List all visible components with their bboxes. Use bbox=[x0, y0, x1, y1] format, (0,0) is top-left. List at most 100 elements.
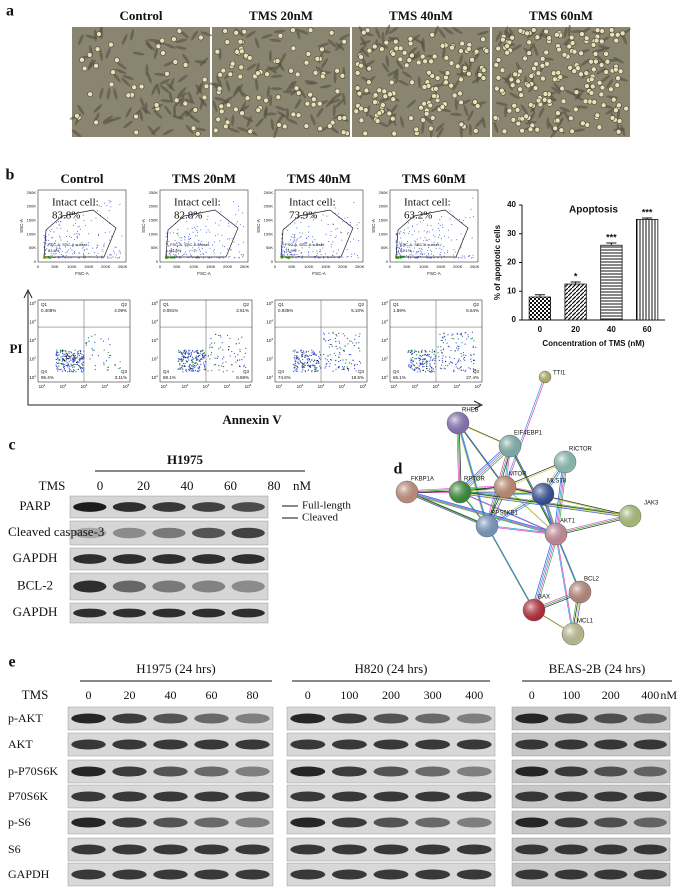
event-dot bbox=[338, 366, 339, 367]
quadrant-value: 0.091% bbox=[163, 308, 178, 313]
event-dot bbox=[238, 210, 239, 211]
round-cell bbox=[584, 71, 589, 76]
event-dot bbox=[198, 356, 199, 357]
event-dot bbox=[73, 355, 74, 356]
round-cell bbox=[126, 93, 131, 98]
event-dot bbox=[346, 359, 347, 360]
band bbox=[374, 844, 409, 854]
event-dot bbox=[332, 332, 333, 333]
event-dot bbox=[473, 354, 474, 355]
round-cell bbox=[223, 28, 228, 33]
event-dot bbox=[464, 360, 465, 361]
event-dot bbox=[332, 241, 333, 242]
event-dot bbox=[243, 242, 244, 243]
event-dot bbox=[239, 359, 240, 360]
event-dot bbox=[201, 350, 202, 351]
event-dot bbox=[351, 363, 352, 364]
band bbox=[290, 739, 325, 749]
event-dot bbox=[54, 253, 55, 254]
log-tick-label: 101 bbox=[266, 374, 273, 380]
event-dot bbox=[190, 254, 191, 255]
event-dot bbox=[417, 257, 418, 258]
event-dot bbox=[57, 367, 58, 368]
event-dot bbox=[323, 257, 324, 258]
band bbox=[555, 844, 588, 854]
round-cell bbox=[536, 71, 541, 76]
event-dot bbox=[431, 251, 432, 252]
event-dot bbox=[397, 251, 398, 252]
log-exponent: 1 bbox=[281, 383, 283, 387]
event-dot bbox=[86, 249, 87, 250]
event-dot bbox=[470, 355, 471, 356]
dose-label: 0 bbox=[97, 478, 104, 493]
event-dot bbox=[209, 347, 210, 348]
event-dot bbox=[429, 232, 430, 233]
event-dot bbox=[211, 370, 212, 371]
event-dot bbox=[446, 342, 447, 343]
event-dot bbox=[337, 348, 338, 349]
event-dot bbox=[429, 239, 430, 240]
quadrant-name: Q1 bbox=[393, 302, 400, 307]
event-dot bbox=[342, 369, 343, 370]
round-cell bbox=[398, 57, 403, 62]
round-cell bbox=[610, 115, 615, 120]
band bbox=[415, 791, 450, 801]
event-dot bbox=[65, 351, 66, 352]
event-dot bbox=[69, 369, 70, 370]
event-dot bbox=[65, 257, 66, 258]
event-dot bbox=[114, 252, 115, 253]
tick-label: 200K bbox=[453, 264, 463, 269]
round-cell bbox=[265, 72, 270, 77]
round-cell bbox=[234, 30, 239, 35]
round-cell bbox=[414, 127, 419, 132]
event-dot bbox=[330, 344, 331, 345]
event-dot bbox=[59, 225, 60, 226]
band bbox=[235, 766, 269, 776]
event-dot bbox=[316, 251, 317, 252]
event-dot bbox=[408, 256, 409, 257]
event-dot bbox=[459, 219, 460, 220]
event-dot bbox=[304, 357, 305, 358]
event-dot bbox=[326, 363, 327, 364]
round-cell bbox=[496, 57, 501, 62]
group-title: H820 (24 hrs) bbox=[355, 661, 428, 676]
event-dot bbox=[341, 240, 342, 241]
event-dot bbox=[236, 343, 237, 344]
event-dot bbox=[316, 367, 317, 368]
band bbox=[194, 817, 228, 827]
event-dot bbox=[299, 358, 300, 359]
log-tick-label: 102 bbox=[60, 383, 67, 389]
event-dot bbox=[80, 350, 81, 351]
row-label: GAPDH bbox=[13, 550, 58, 565]
event-dot bbox=[302, 233, 303, 234]
round-cell bbox=[320, 47, 325, 52]
round-cell bbox=[608, 87, 613, 92]
event-dot bbox=[431, 370, 432, 371]
event-dot bbox=[198, 240, 199, 241]
round-cell bbox=[529, 73, 534, 78]
event-dot bbox=[412, 234, 413, 235]
event-dot bbox=[69, 366, 70, 367]
event-dot bbox=[335, 364, 336, 365]
event-dot bbox=[78, 369, 79, 370]
event-dot bbox=[461, 355, 462, 356]
event-dot bbox=[441, 365, 442, 366]
event-dot bbox=[64, 369, 65, 370]
round-cell bbox=[306, 51, 311, 56]
event-dot bbox=[70, 358, 71, 359]
event-dot bbox=[309, 358, 310, 359]
event-dot bbox=[184, 253, 185, 254]
event-dot bbox=[102, 251, 103, 252]
event-dot bbox=[442, 361, 443, 362]
event-dot bbox=[77, 351, 78, 352]
round-cell bbox=[290, 28, 295, 33]
event-dot bbox=[80, 229, 81, 230]
round-cell bbox=[278, 33, 283, 38]
event-dot bbox=[245, 353, 246, 354]
event-dot bbox=[433, 368, 434, 369]
event-dot bbox=[53, 231, 54, 232]
event-dot bbox=[66, 356, 67, 357]
round-cell bbox=[551, 71, 556, 76]
event-dot bbox=[470, 209, 471, 210]
event-dot bbox=[420, 362, 421, 363]
